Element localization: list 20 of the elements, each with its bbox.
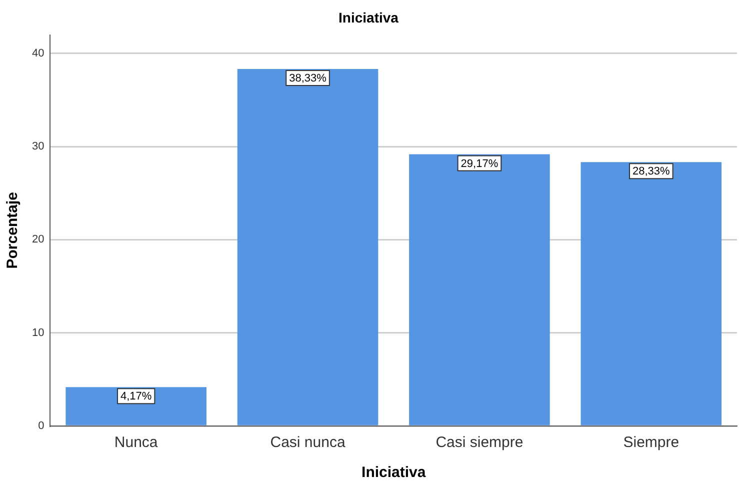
x-tick-label: Casi nunca bbox=[270, 434, 346, 452]
y-axis-title: Porcentaje bbox=[4, 192, 22, 269]
data-label: 38,33% bbox=[289, 72, 327, 85]
data-label: 4,17% bbox=[120, 390, 152, 403]
x-tick-label: Nunca bbox=[114, 434, 158, 452]
bar bbox=[580, 162, 722, 426]
chart-title: Iniciativa bbox=[338, 9, 399, 26]
x-tick-label: Siempre bbox=[623, 434, 680, 452]
y-tick-label: 30 bbox=[32, 140, 44, 153]
data-label: 29,17% bbox=[460, 158, 498, 170]
y-tick-label: 20 bbox=[32, 234, 44, 246]
bar bbox=[66, 387, 206, 426]
y-tick-label: 10 bbox=[32, 326, 44, 339]
data-label: 28,33% bbox=[632, 166, 670, 178]
x-axis-title: Iniciativa bbox=[362, 464, 426, 482]
bar bbox=[409, 154, 550, 426]
bar bbox=[237, 68, 378, 426]
y-tick-label: 0 bbox=[38, 420, 44, 432]
y-tick-label: 40 bbox=[32, 47, 44, 60]
x-tick-label: Casi siempre bbox=[436, 434, 524, 452]
